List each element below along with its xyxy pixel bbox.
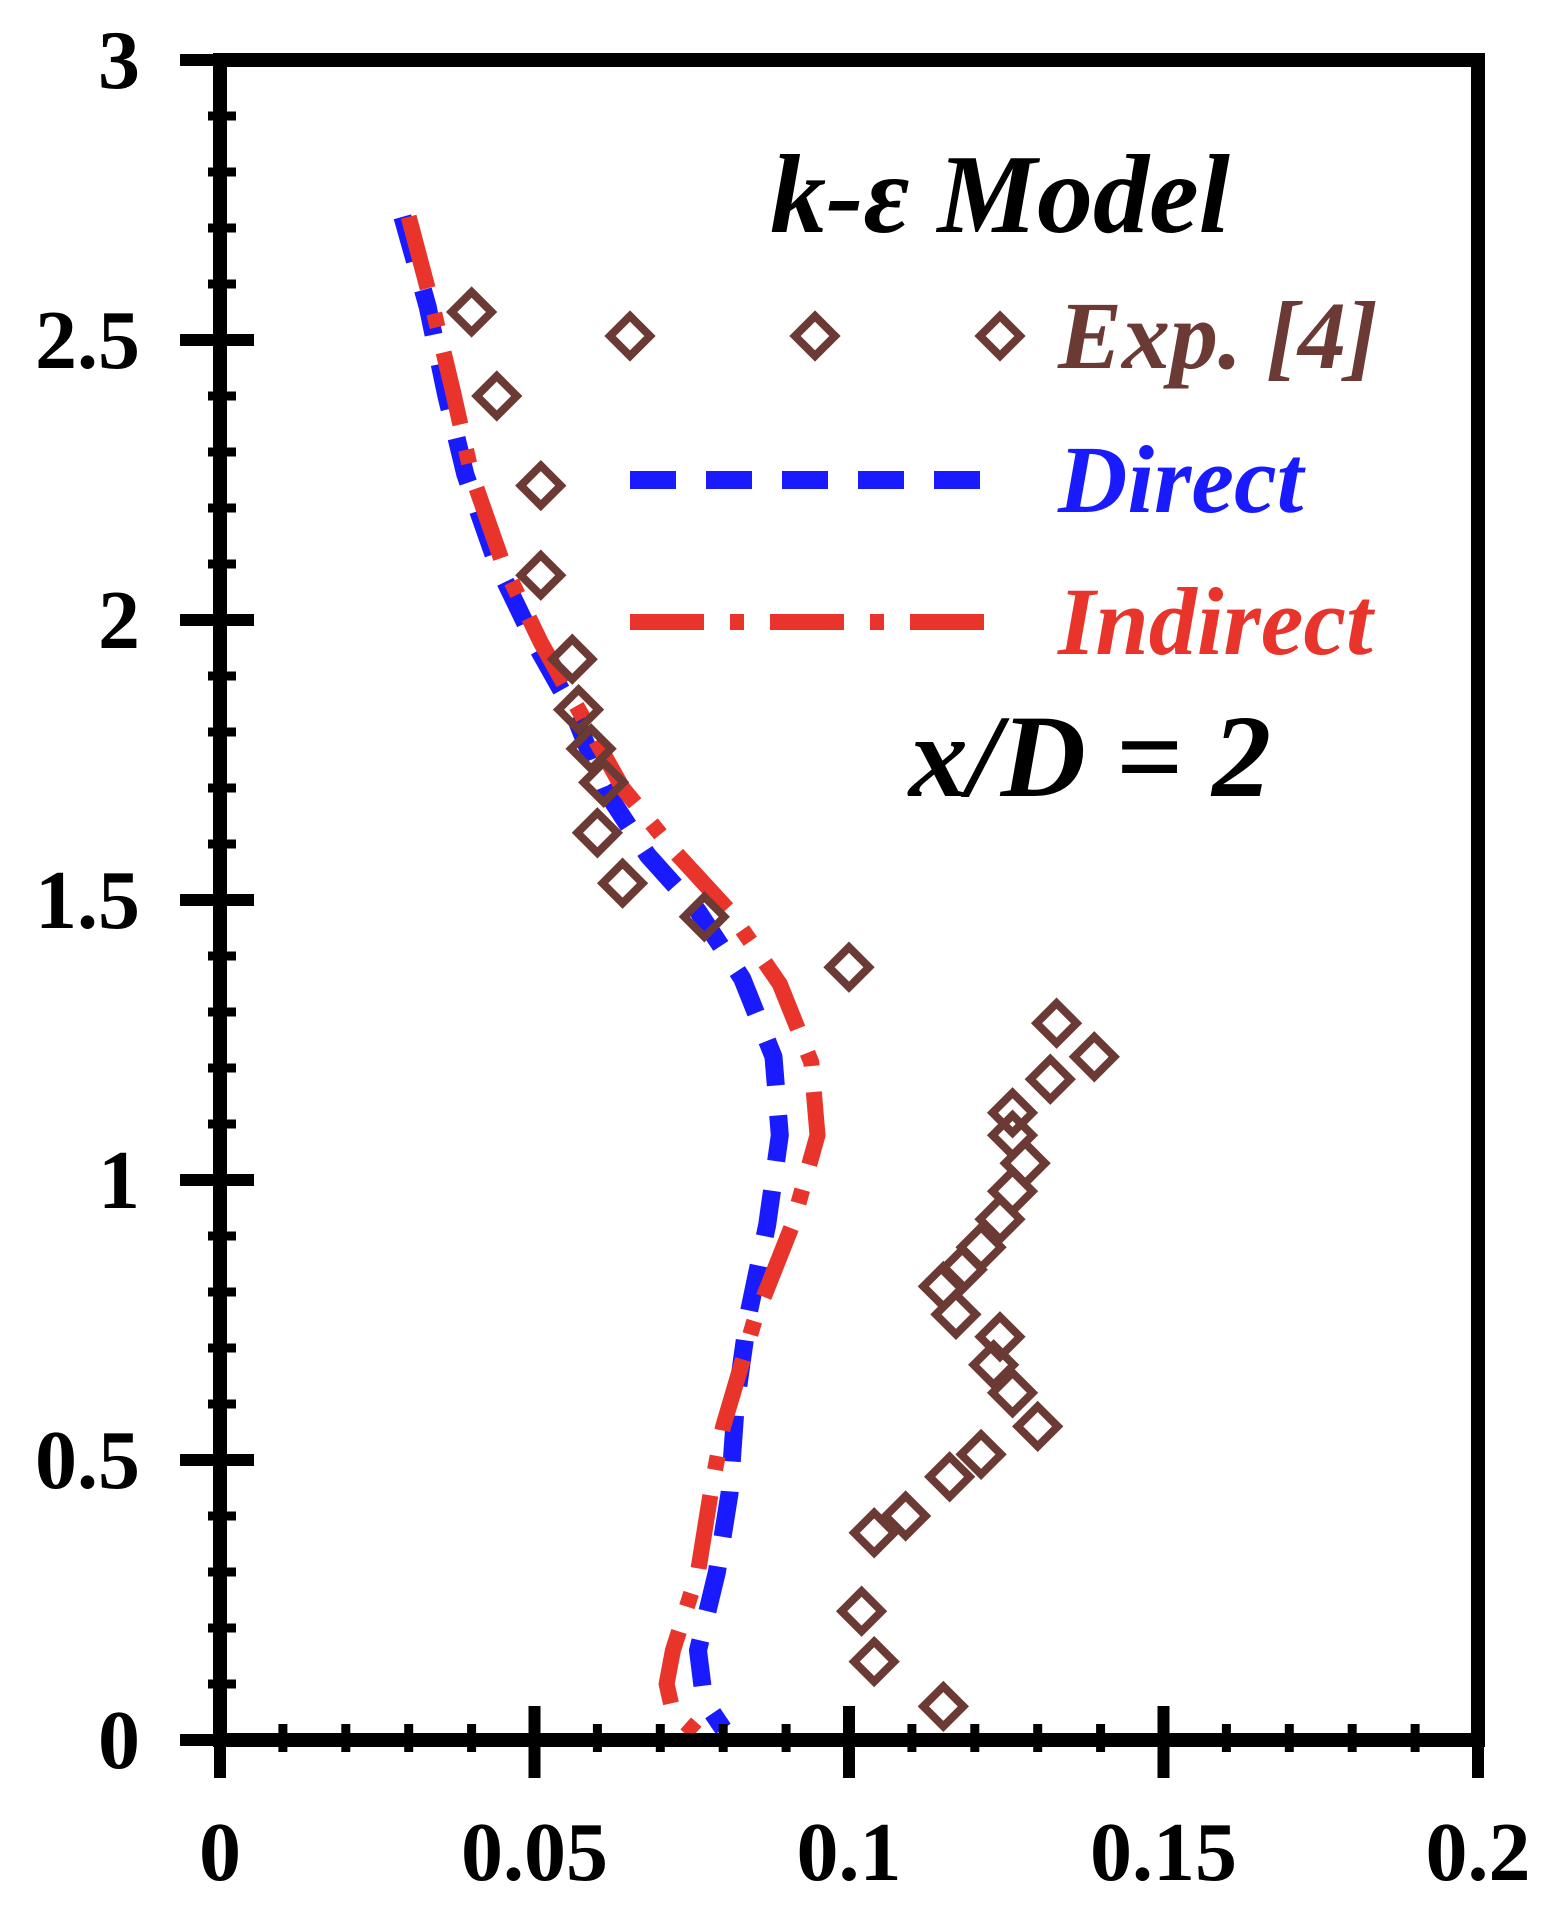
legend: Exp. [4] Direct Indirect bbox=[604, 282, 1378, 675]
series-line-direct bbox=[393, 214, 789, 1734]
exp-point-29 bbox=[955, 1428, 1007, 1481]
annotation-area: k-ε Model x/D = 2 bbox=[770, 133, 1271, 822]
y-tick-label: 1 bbox=[98, 1134, 140, 1227]
y-tick-label: 3 bbox=[98, 14, 140, 107]
y-tick-label: 2.5 bbox=[35, 294, 140, 387]
exp-point-1 bbox=[445, 286, 498, 338]
x-tick-label: 0.15 bbox=[1090, 1806, 1237, 1899]
series-line-indirect bbox=[400, 214, 826, 1741]
exp-point-15 bbox=[1024, 1053, 1076, 1105]
legend-label-exp-4: Exp. [4] bbox=[1057, 282, 1378, 389]
exp-point-32 bbox=[848, 1507, 900, 1559]
exp-point-16 bbox=[986, 1087, 1039, 1139]
exp-point-11 bbox=[678, 891, 730, 943]
exp-point-12 bbox=[823, 941, 875, 993]
legend-label-indirect: Indirect bbox=[1057, 568, 1376, 675]
legend-symbol-exp-4-3 bbox=[974, 310, 1026, 362]
y-tick-label: 2 bbox=[98, 574, 140, 667]
legend-symbol-exp-4-2 bbox=[789, 310, 841, 362]
y-tick-label: 1.5 bbox=[35, 854, 140, 947]
model-annotation: k-ε Model bbox=[770, 133, 1230, 257]
x-tick-label: 0.2 bbox=[1426, 1806, 1531, 1899]
exp-point-33 bbox=[835, 1585, 888, 1637]
y-tick-label: 0.5 bbox=[35, 1414, 140, 1507]
exp-point-10 bbox=[596, 857, 649, 909]
station-annotation: x/D = 2 bbox=[907, 691, 1271, 822]
x-tick-label: 0 bbox=[199, 1806, 241, 1899]
exp-point-13 bbox=[1030, 997, 1083, 1049]
x-tick-label: 0.1 bbox=[797, 1806, 902, 1899]
exp-point-4 bbox=[515, 549, 567, 601]
exp-point-24 bbox=[930, 1288, 982, 1341]
exp-point-8 bbox=[578, 756, 630, 809]
exp-point-14 bbox=[1068, 1031, 1120, 1083]
exp-point-34 bbox=[848, 1635, 900, 1688]
exp-point-27 bbox=[986, 1367, 1039, 1419]
exp-point-26 bbox=[968, 1339, 1020, 1391]
axes: 0 0.5 1 1.5 2 2.5 3 0 0.05 0.1 0.15 0.2 bbox=[35, 14, 1531, 1899]
exp-point-9 bbox=[571, 807, 624, 859]
exp-point-25 bbox=[974, 1311, 1026, 1363]
exp-point-30 bbox=[923, 1451, 976, 1503]
y-tick-label: 0 bbox=[98, 1694, 140, 1787]
legend-label-direct: Direct bbox=[1057, 426, 1307, 533]
exp-point-6 bbox=[552, 683, 605, 736]
exp-point-28 bbox=[1012, 1400, 1064, 1453]
x-tick-label: 0.05 bbox=[461, 1806, 608, 1899]
exp-point-7 bbox=[565, 723, 617, 775]
exp-point-20 bbox=[974, 1193, 1026, 1245]
plot-area bbox=[393, 214, 1120, 1741]
exp-point-35 bbox=[917, 1680, 970, 1733]
exp-point-31 bbox=[879, 1490, 932, 1542]
exp-point-3 bbox=[515, 459, 567, 512]
exp-point-2 bbox=[471, 370, 523, 422]
exp-point-5 bbox=[546, 633, 598, 685]
legend-symbol-exp-4-1 bbox=[604, 310, 656, 362]
